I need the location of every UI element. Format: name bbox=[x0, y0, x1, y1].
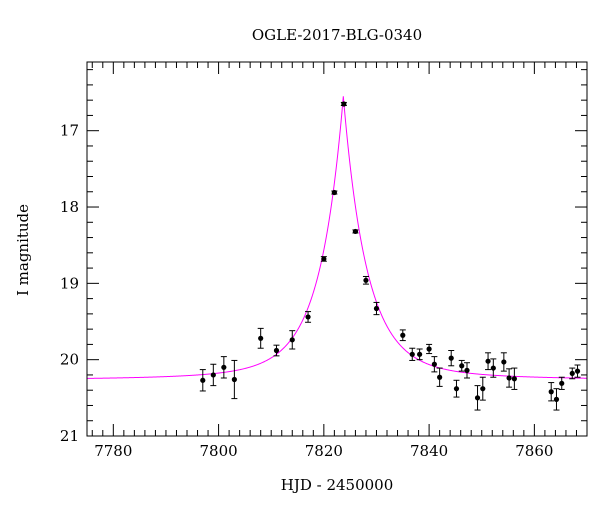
model-curve bbox=[87, 96, 587, 379]
data-point bbox=[409, 347, 416, 361]
data-point bbox=[210, 363, 217, 387]
x-tick-label: 7840 bbox=[410, 442, 448, 460]
data-point bbox=[231, 359, 238, 400]
x-tick-label: 7780 bbox=[94, 442, 132, 460]
data-point bbox=[257, 327, 264, 349]
data-point bbox=[500, 352, 507, 372]
y-tick-label: 19 bbox=[60, 274, 79, 292]
y-axis-label: I magnitude bbox=[14, 204, 32, 296]
data-point bbox=[352, 228, 359, 235]
y-tick-label: 20 bbox=[60, 351, 79, 369]
data-marker bbox=[474, 395, 481, 401]
data-marker bbox=[464, 367, 470, 373]
data-point bbox=[220, 356, 227, 379]
data-marker bbox=[400, 332, 406, 338]
data-marker bbox=[453, 386, 460, 392]
data-point bbox=[399, 329, 406, 342]
data-marker bbox=[352, 228, 359, 235]
data-point bbox=[464, 362, 470, 379]
data-point bbox=[426, 343, 433, 355]
x-axis-label: HJD - 2450000 bbox=[281, 476, 394, 494]
chart-title: OGLE-2017-BLG-0340 bbox=[252, 26, 422, 44]
y-tick-label: 17 bbox=[60, 122, 79, 140]
data-point bbox=[453, 379, 460, 398]
data-marker bbox=[273, 347, 280, 354]
data-marker bbox=[373, 305, 380, 312]
data-marker bbox=[431, 361, 437, 367]
data-marker bbox=[501, 359, 507, 365]
data-point bbox=[436, 367, 443, 387]
tick-labels: 7780 7800 7820 7840 7860 17 18 19 20 21 bbox=[60, 122, 554, 460]
data-marker bbox=[574, 368, 581, 374]
data-point bbox=[479, 376, 486, 401]
data-marker bbox=[200, 377, 206, 383]
data-marker bbox=[258, 335, 264, 341]
data-point bbox=[289, 330, 296, 350]
data-point bbox=[485, 352, 492, 371]
data-marker bbox=[553, 396, 560, 402]
data-marker bbox=[363, 277, 369, 283]
x-tick-label: 7860 bbox=[515, 442, 553, 460]
plot-frame bbox=[86, 61, 588, 437]
data-marker bbox=[417, 351, 423, 357]
data-marker bbox=[559, 380, 565, 386]
data-point bbox=[431, 356, 438, 373]
data-marker bbox=[221, 364, 227, 370]
data-marker bbox=[485, 358, 491, 364]
data-point bbox=[320, 256, 327, 262]
data-marker bbox=[321, 256, 327, 262]
data-marker bbox=[448, 355, 454, 361]
data-marker bbox=[490, 365, 496, 371]
data-marker bbox=[331, 189, 337, 196]
data-point bbox=[199, 369, 206, 392]
data-point bbox=[458, 359, 465, 372]
data-marker bbox=[426, 346, 432, 352]
data-point bbox=[548, 382, 555, 402]
data-marker bbox=[210, 372, 216, 378]
data-marker bbox=[305, 314, 311, 320]
data-point bbox=[331, 189, 338, 196]
x-tick-label: 7800 bbox=[199, 442, 237, 460]
data-marker bbox=[569, 370, 575, 377]
data-point bbox=[362, 275, 369, 285]
y-tick-label: 21 bbox=[60, 427, 79, 445]
x-tick-label: 7820 bbox=[305, 442, 343, 460]
data-point bbox=[511, 367, 518, 390]
data-marker bbox=[511, 376, 517, 382]
data-marker bbox=[231, 376, 237, 383]
data-point bbox=[416, 348, 423, 361]
data-points bbox=[199, 101, 581, 411]
data-marker bbox=[289, 337, 295, 343]
data-point bbox=[340, 101, 347, 107]
data-point bbox=[553, 388, 560, 411]
data-point bbox=[273, 344, 280, 357]
data-point bbox=[474, 385, 481, 411]
data-marker bbox=[409, 351, 415, 357]
axis-ticks bbox=[87, 62, 588, 437]
data-point bbox=[305, 311, 312, 323]
data-marker bbox=[341, 101, 347, 107]
data-marker bbox=[437, 374, 443, 380]
data-marker bbox=[548, 389, 554, 395]
data-point bbox=[448, 350, 455, 367]
data-point bbox=[490, 358, 497, 378]
data-point bbox=[574, 364, 581, 378]
y-tick-label: 18 bbox=[60, 198, 79, 216]
data-point bbox=[373, 301, 380, 316]
data-point bbox=[506, 368, 513, 388]
data-marker bbox=[480, 386, 486, 392]
data-point bbox=[569, 367, 576, 380]
data-point bbox=[558, 376, 565, 390]
data-marker bbox=[506, 375, 512, 381]
data-marker bbox=[459, 363, 465, 369]
